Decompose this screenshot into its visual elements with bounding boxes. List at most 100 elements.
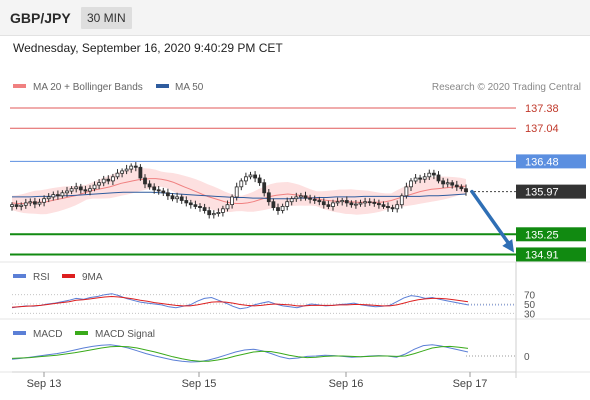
- rsi-legend-swatch: [13, 274, 26, 278]
- candle-body: [262, 182, 267, 194]
- candlesticks: [10, 162, 468, 219]
- candle-body: [83, 189, 88, 192]
- candle-body: [340, 200, 345, 203]
- candle-body: [129, 165, 134, 170]
- candle-body: [234, 186, 239, 198]
- candle-body: [10, 204, 14, 207]
- candle-body: [445, 182, 450, 185]
- candle-body: [372, 201, 377, 204]
- rsi-legend-label: RSI: [33, 272, 50, 283]
- candle-body: [147, 183, 152, 188]
- resistance-level-label: 137.38: [525, 103, 559, 115]
- x-tick-label: Sep 15: [182, 378, 217, 390]
- candle-body: [294, 196, 299, 200]
- candle-body: [289, 198, 294, 203]
- last-level-tag: [516, 184, 586, 199]
- last-level-label: 135.97: [525, 187, 559, 199]
- candle-body: [413, 177, 418, 182]
- candle-body: [363, 201, 368, 204]
- support-level-label: 134.91: [525, 249, 559, 261]
- candle-body: [33, 201, 37, 205]
- candle-body: [120, 170, 124, 174]
- macd-legend-swatch: [13, 331, 26, 335]
- candle-body: [344, 200, 349, 204]
- macd-signal-legend-swatch: [75, 331, 88, 335]
- rsi-ma-legend-label: 9MA: [82, 272, 103, 283]
- candle-body: [459, 186, 464, 190]
- candle-body: [464, 188, 468, 193]
- candle-body: [230, 196, 235, 205]
- candle-body: [285, 201, 290, 207]
- macd-line: [11, 344, 469, 363]
- candle-body: [225, 204, 230, 210]
- candle-body: [266, 192, 271, 203]
- candle-body: [51, 194, 56, 198]
- candle-body: [211, 213, 216, 216]
- candle-body: [450, 182, 455, 186]
- candle-body: [243, 176, 248, 182]
- candle-body: [56, 194, 60, 197]
- macd-signal-line: [11, 345, 469, 362]
- candle-body: [441, 180, 446, 185]
- chart-datetime: Wednesday, September 16, 2020 9:40:29 PM…: [13, 41, 283, 55]
- candle-body: [257, 177, 262, 184]
- candle-body: [253, 174, 258, 179]
- candle-body: [353, 203, 358, 206]
- support-level-tag: [516, 247, 586, 262]
- price-level-labels: 137.38 137.04 136.48 135.97 135.25 134.91: [516, 103, 586, 262]
- candle-body: [170, 195, 175, 200]
- x-tick-label: Sep 17: [453, 378, 488, 390]
- candle-body: [376, 203, 381, 206]
- candle-body: [335, 201, 340, 204]
- candle-body: [409, 180, 413, 188]
- candle-body: [165, 192, 170, 197]
- support-level-label: 135.25: [525, 229, 559, 241]
- candle-body: [14, 204, 19, 207]
- macd-tick-label: 0: [524, 352, 530, 363]
- candle-body: [175, 196, 180, 200]
- candle-body: [198, 205, 202, 208]
- candle-body: [454, 184, 459, 188]
- candle-body: [69, 188, 74, 192]
- candle-body: [97, 182, 101, 186]
- research-credit: Research © 2020 Trading Central: [432, 82, 581, 93]
- rsi-ma-legend-swatch: [62, 274, 75, 278]
- candle-body: [188, 202, 193, 206]
- candle-body: [88, 188, 92, 192]
- moving-averages: [11, 178, 467, 204]
- candle-body: [133, 165, 138, 168]
- candle-body: [60, 192, 65, 197]
- candle-body: [298, 195, 303, 198]
- forecast-arrow-head: [502, 239, 514, 253]
- candle-body: [367, 201, 372, 204]
- ma20-legend-swatch: [13, 84, 26, 88]
- candle-body: [321, 201, 326, 206]
- candle-body: [143, 177, 147, 185]
- instrument-symbol: GBP/JPY: [10, 10, 71, 26]
- macd-legend-label: MACD: [33, 329, 62, 340]
- rsi-tick-label: 70: [524, 291, 536, 302]
- candle-body: [220, 208, 225, 213]
- timeframe-button[interactable]: 30 MIN: [81, 7, 132, 29]
- candle-body: [138, 166, 143, 179]
- candle-body: [303, 195, 308, 199]
- candle-body: [404, 186, 409, 197]
- rsi-line: [11, 293, 469, 310]
- forecast-arrow-shaft: [470, 189, 510, 245]
- rsi-ma-line: [11, 295, 469, 308]
- candle-body: [271, 201, 276, 208]
- ma50-legend-label: MA 50: [175, 82, 204, 93]
- candle-body: [65, 190, 69, 194]
- candle-body: [381, 204, 386, 207]
- candle-body: [326, 204, 331, 207]
- candle-body: [115, 172, 120, 178]
- support-level-tag: [516, 227, 586, 242]
- macd-signal-legend-label: MACD Signal: [95, 329, 155, 340]
- candle-body: [74, 186, 79, 190]
- candle-body: [331, 202, 335, 207]
- ma20-line: [11, 178, 466, 204]
- candle-body: [78, 186, 83, 191]
- candle-body: [312, 198, 317, 201]
